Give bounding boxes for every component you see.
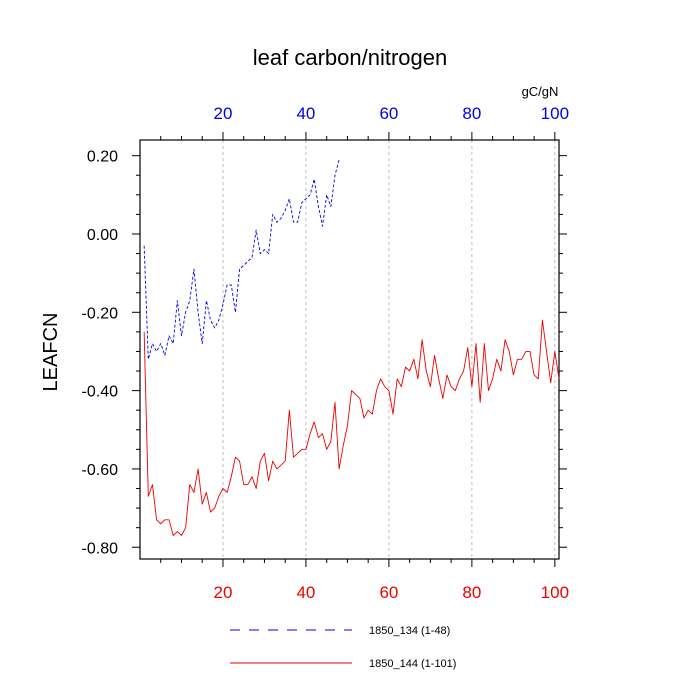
ticks: 0.20 0.00 -0.20 -0.40 -0.60 -0.80 20 40 60 80 100 2… [82,104,570,602]
y-axis-label: LEAFCN [40,313,62,392]
x-top-tick-label: 60 [379,104,398,123]
series-line-1 [143,159,340,360]
y-tick-label: -0.80 [82,540,119,557]
legend-label: 1850_134 (1-48) [369,625,450,637]
y-tick-label: -0.60 [82,462,119,479]
plot-frame [139,139,560,560]
y-tick-label: -0.40 [82,384,119,401]
axes [139,139,560,560]
x-top-tick-label: 20 [214,104,233,123]
x-bottom-tick-label: 40 [296,583,315,602]
x-bottom-tick-label: 60 [379,583,398,602]
x-top-tick-label: 80 [462,104,481,123]
y-tick-label: 0.20 [87,149,118,166]
series-group [143,159,560,536]
x-top-tick-label: 40 [296,104,315,123]
x-top-tick-label: 100 [541,104,569,123]
x-bottom-tick-label: 100 [541,583,569,602]
x-bottom-tick-label: 20 [214,583,233,602]
y-tick-label: -0.20 [82,305,119,322]
y-tick-label: 0.00 [87,227,118,244]
x-bottom-tick-label: 80 [462,583,481,602]
legend: 1850_134 (1-48) 1850_144 (1-101) [230,625,456,670]
legend-label: 1850_144 (1-101) [369,658,456,670]
chart-title: leaf carbon/nitrogen [253,45,447,70]
units-label: gC/gN [522,84,559,99]
